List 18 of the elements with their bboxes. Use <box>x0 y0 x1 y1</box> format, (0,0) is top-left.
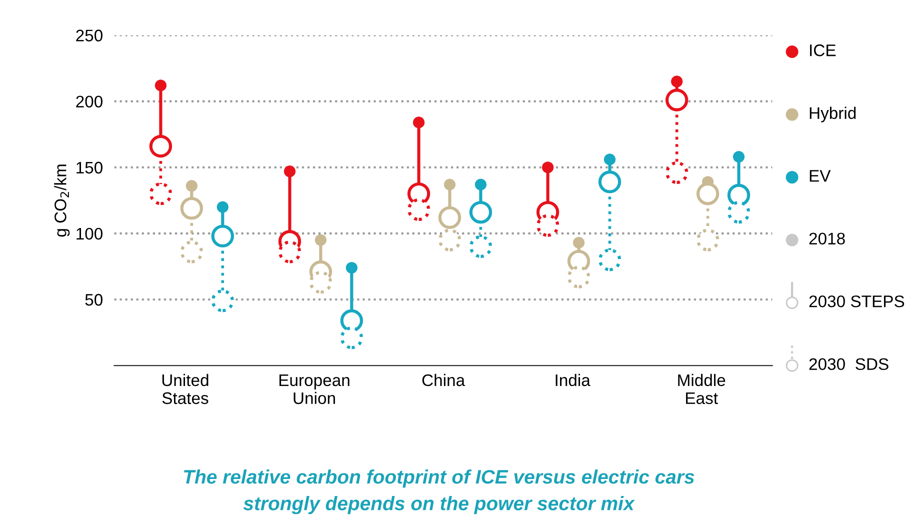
y-tick-label: 150 <box>76 162 102 174</box>
text: 2018 <box>809 232 845 245</box>
y-tick-label: 50 <box>85 294 102 306</box>
y-tick-label: 200 <box>76 96 102 108</box>
y-tick-label: 250 <box>76 30 102 42</box>
x-tick-label: China <box>422 374 466 386</box>
y-tick-label: 100 <box>76 228 102 240</box>
legend-label: EV <box>810 170 831 182</box>
text: 2030 SDS <box>809 358 888 370</box>
x-tick-label: European Union <box>279 374 350 404</box>
y-axis-title: g CO$_{2}$/km <box>54 164 70 237</box>
x-tick-label: Middle East <box>678 374 726 404</box>
legend-label: Hybrid <box>810 106 856 122</box>
x-tick-label: India <box>556 374 590 386</box>
text: The relative carbon footprint of ICE versus electric cars strongly depends on the power sector mix <box>184 469 694 514</box>
legend-label: ICE <box>810 44 836 56</box>
x-tick-label: United States <box>162 374 208 404</box>
text: 2030 STEPS <box>809 295 904 308</box>
